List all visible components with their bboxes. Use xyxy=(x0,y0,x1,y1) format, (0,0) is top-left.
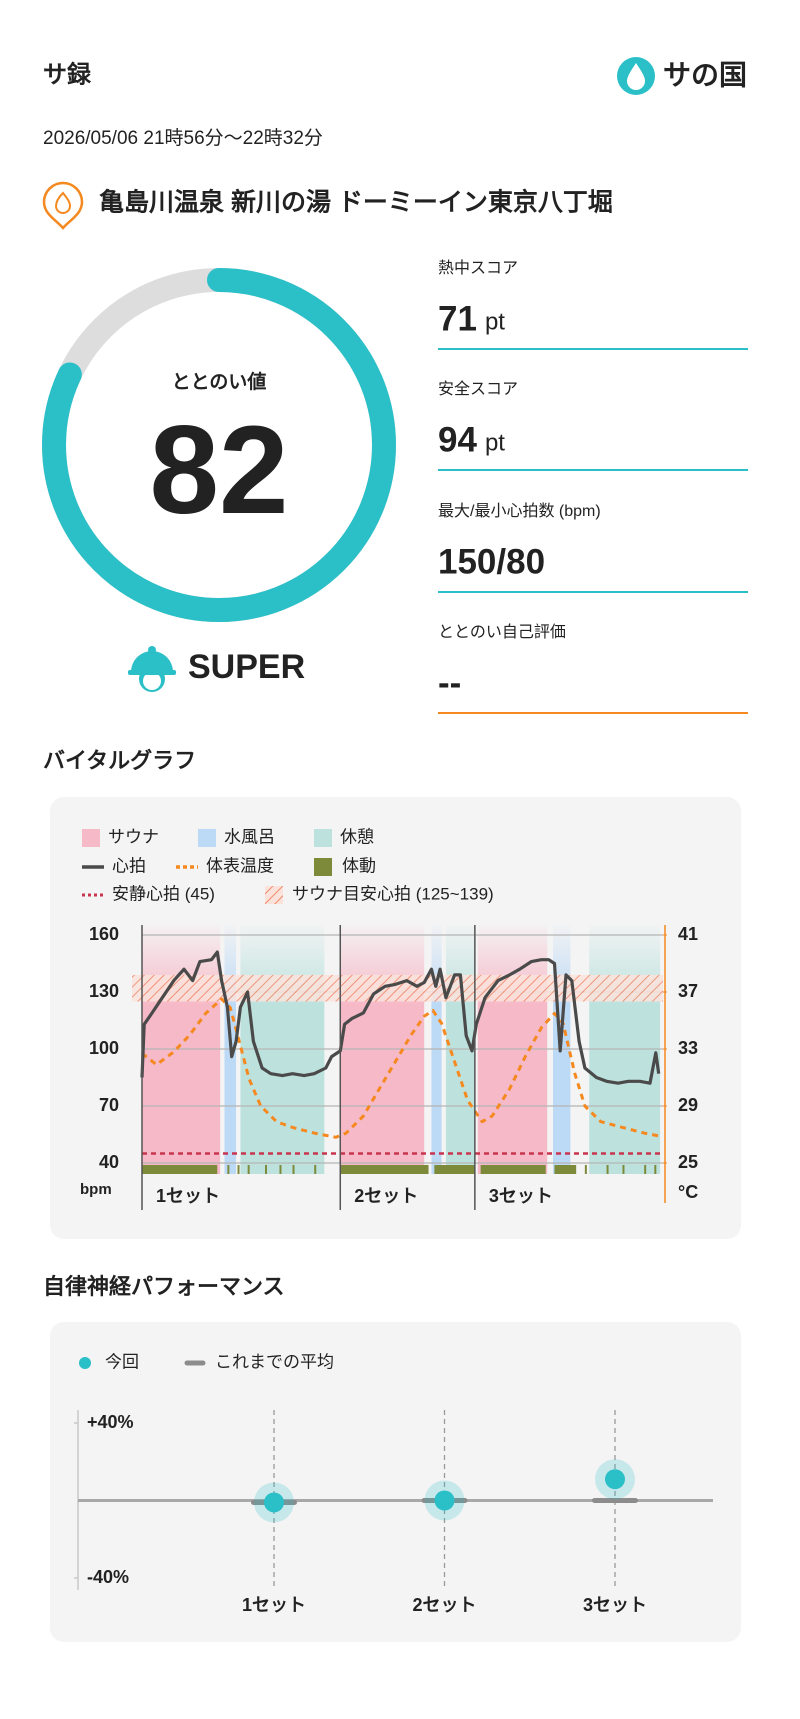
score-ring xyxy=(42,268,396,622)
set-label: 1セット xyxy=(156,1186,220,1206)
x-tick-label: 3セット xyxy=(583,1595,647,1615)
set-label: 2セット xyxy=(354,1186,418,1206)
x-tick-label: 2セット xyxy=(412,1595,476,1615)
legend-label: 休憩 xyxy=(340,827,374,846)
current-dot xyxy=(264,1492,284,1513)
legend-swatch xyxy=(314,858,332,876)
y2-unit: °C xyxy=(678,1182,698,1202)
heart-rate-line xyxy=(140,950,661,1085)
current-dot xyxy=(434,1490,455,1511)
legend-label: 今回 xyxy=(105,1352,139,1371)
movement-bar xyxy=(434,1165,475,1174)
movement-bar xyxy=(644,1165,647,1174)
rank-label: SUPER xyxy=(188,648,305,686)
legend-label: 水風呂 xyxy=(224,827,275,846)
movement-bar xyxy=(142,1165,218,1174)
movement-bar xyxy=(227,1165,230,1174)
page-title: サ録 xyxy=(43,60,92,88)
y2-tick-label: 29 xyxy=(678,1095,698,1115)
movement-bar xyxy=(622,1165,625,1174)
legend-swatch xyxy=(82,829,100,847)
facility-name: 亀島川温泉 新川の湯 ドーミーイン東京八丁堀 xyxy=(99,188,613,217)
y-tick-label: 130 xyxy=(89,981,119,1001)
y2-tick-label: 25 xyxy=(678,1152,698,1172)
y-tick-label: 40 xyxy=(99,1152,119,1172)
set-label: 3セット xyxy=(489,1186,553,1206)
y2-tick-label: 33 xyxy=(678,1038,698,1058)
movement-bar xyxy=(554,1165,577,1174)
autonomic-chart: 今回 これまでの平均 +40% -40% 1セット 2セット 3セット xyxy=(74,1352,713,1615)
stat-label: 最大/最小心拍数 (bpm) xyxy=(438,502,601,520)
legend-label: 体表温度 xyxy=(206,856,274,875)
movement-bar xyxy=(480,1165,546,1174)
movement-bar xyxy=(654,1165,657,1174)
x-tick-label: 1セット xyxy=(242,1595,306,1615)
logo: サの国 xyxy=(617,57,747,95)
rank-icon xyxy=(128,646,176,692)
datetime: 2026/05/06 21時56分〜22時32分 xyxy=(43,127,323,149)
legend-label: サウナ目安心拍 (125~139) xyxy=(292,884,494,903)
stat-value: -- xyxy=(438,663,461,702)
score-value: 82 xyxy=(149,401,288,540)
legend-swatch xyxy=(265,886,283,904)
logo-drop xyxy=(627,63,645,90)
stat-label: 安全スコア xyxy=(438,380,518,398)
legend-swatch xyxy=(314,829,332,847)
stats: 熱中スコア 71 pt 安全スコア 94 pt 最大/最小心拍数 (bpm) 150/80 とと… xyxy=(438,259,748,714)
movement-bar xyxy=(237,1165,240,1174)
movement-bar xyxy=(247,1165,250,1174)
movement-bar xyxy=(606,1165,609,1174)
stat-unit: pt xyxy=(485,308,505,335)
y2-tick-label: 41 xyxy=(678,924,698,944)
current-dot xyxy=(605,1469,625,1490)
movement-bar xyxy=(340,1165,429,1174)
legend-label: 安静心拍 (45) xyxy=(112,884,215,903)
y-unit: bpm xyxy=(80,1181,112,1198)
legend-swatch xyxy=(79,1357,91,1369)
movement-bar xyxy=(279,1165,282,1174)
movement-bar xyxy=(314,1165,317,1174)
ring-progress xyxy=(42,268,396,622)
autonomic-panel xyxy=(50,1322,741,1642)
y-tick-label: -40% xyxy=(87,1567,129,1587)
y2-tick-label: 37 xyxy=(678,981,698,1001)
y-tick-label: 100 xyxy=(89,1038,119,1058)
average-mark xyxy=(592,1498,638,1503)
legend-swatch xyxy=(198,829,216,847)
legend-label: 心拍 xyxy=(112,856,146,875)
stat-unit: pt xyxy=(485,429,505,456)
y-tick-label: 160 xyxy=(89,924,119,944)
location-icon xyxy=(42,181,84,230)
stat-label: 熱中スコア xyxy=(438,259,518,277)
score-label: ととのい値 xyxy=(172,371,267,393)
stat-value: 94 xyxy=(438,420,477,459)
y-tick-label: 70 xyxy=(99,1095,119,1115)
target-band xyxy=(132,974,663,1002)
movement-bar xyxy=(265,1165,268,1174)
legend-label: これまでの平均 xyxy=(215,1352,334,1371)
stat-label: ととのい自己評価 xyxy=(438,623,566,641)
section-title: バイタルグラフ xyxy=(43,748,196,773)
logo-text: サの国 xyxy=(663,59,747,90)
stat-value: 150/80 xyxy=(438,542,545,581)
movement-bar xyxy=(584,1165,587,1174)
stat-value: 71 xyxy=(438,299,477,338)
y-tick-label: +40% xyxy=(87,1412,134,1432)
section-title: 自律神経パフォーマンス xyxy=(43,1274,285,1299)
legend-label: サウナ xyxy=(108,827,159,846)
movement-bar xyxy=(292,1165,295,1174)
legend-label: 体動 xyxy=(342,856,376,875)
